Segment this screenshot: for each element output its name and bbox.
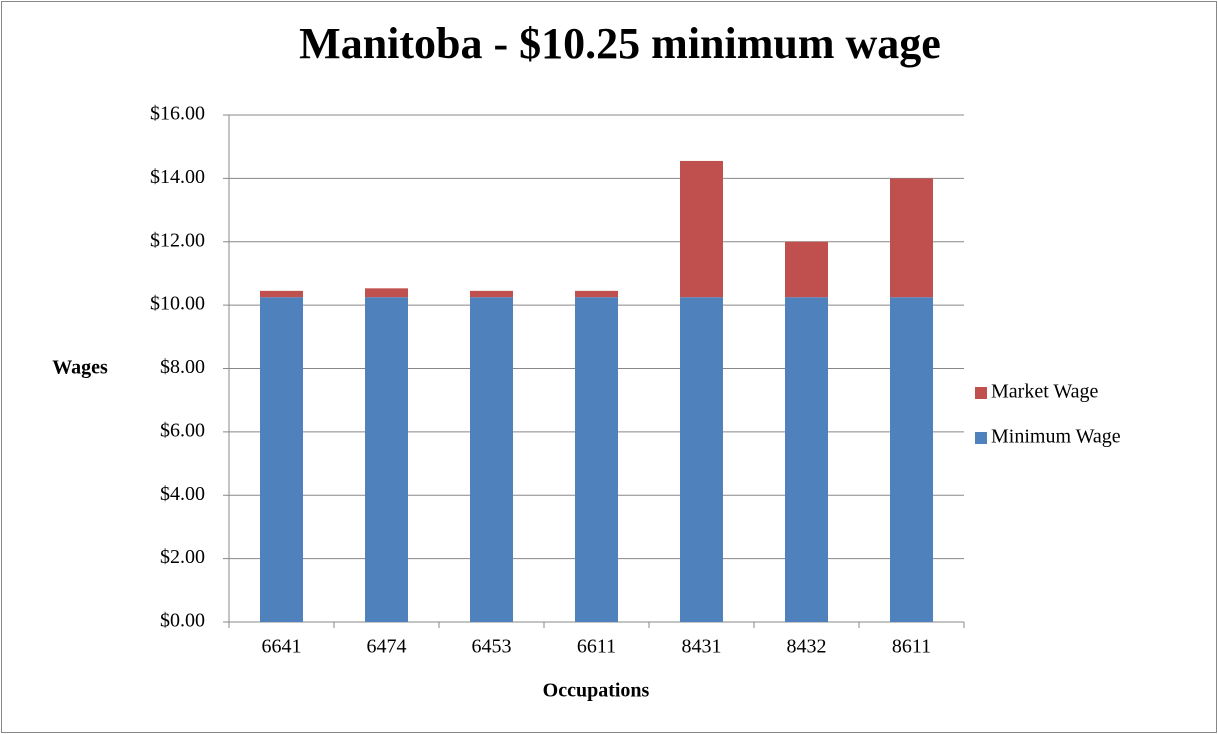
x-tick-label: 6474 xyxy=(367,636,407,658)
chart-title: Manitoba - $10.25 minimum wage xyxy=(299,19,941,68)
bar-segment xyxy=(680,160,723,298)
y-tick-label: $4.00 xyxy=(160,483,205,505)
x-tick-label: 6453 xyxy=(472,636,512,658)
bar-segment xyxy=(365,288,408,298)
x-tick-label: 6611 xyxy=(577,636,616,658)
bar-segment xyxy=(470,297,513,622)
legend-swatch xyxy=(975,387,987,399)
y-tick-label: $10.00 xyxy=(150,293,205,315)
bar-segment xyxy=(260,290,303,298)
bar-segment xyxy=(680,297,723,622)
bar-segment xyxy=(785,297,828,622)
y-tick-label: $16.00 xyxy=(150,103,205,125)
legend-label: Market Wage xyxy=(991,381,1099,403)
x-tick-label: 6641 xyxy=(262,636,302,658)
y-tick-label: $6.00 xyxy=(160,419,205,441)
y-axis-label: Wages xyxy=(52,357,108,379)
legend-label: Minimum Wage xyxy=(991,426,1121,448)
bar-segment xyxy=(890,297,933,622)
bar-segment xyxy=(260,297,303,622)
y-tick-label: $12.00 xyxy=(150,229,205,251)
legend-swatch xyxy=(975,432,987,444)
bar-segment xyxy=(575,297,618,622)
bar-segment xyxy=(785,241,828,298)
y-tick-label: $0.00 xyxy=(160,610,205,632)
bar-segment xyxy=(890,178,933,298)
y-tick-label: $14.00 xyxy=(150,166,205,188)
bar-segment xyxy=(365,297,408,622)
x-tick-label: 8611 xyxy=(892,636,931,658)
y-tick-label: $8.00 xyxy=(160,356,205,378)
x-tick-label: 8431 xyxy=(682,636,722,658)
bar-segment xyxy=(575,290,618,298)
x-tick-label: 8432 xyxy=(787,636,827,658)
x-axis-label: Occupations xyxy=(543,680,650,702)
bar-segment xyxy=(470,290,513,298)
y-tick-label: $2.00 xyxy=(160,546,205,568)
